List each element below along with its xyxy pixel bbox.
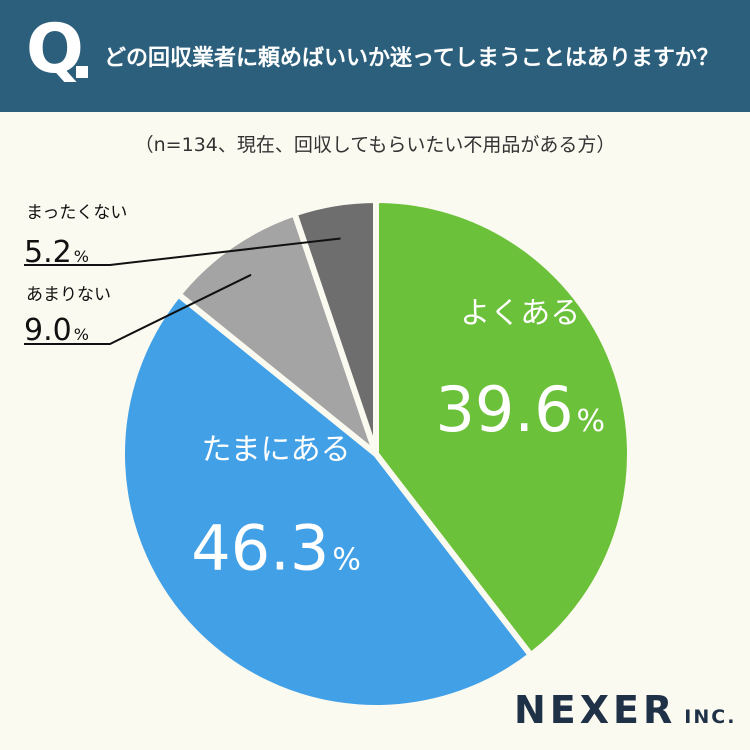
q-mark: Q	[26, 10, 84, 89]
outer-label-2: あまりない	[26, 285, 111, 305]
slice-label-0: よくある	[460, 296, 580, 331]
pie-slice-0	[373, 197, 633, 659]
leader-line-3	[24, 237, 341, 266]
chart-subtitle: （n=134、現在、回収してもらいたい不用品がある方）	[134, 134, 616, 156]
nexer-logo: NEXER INC.	[514, 688, 736, 732]
question-header: Q どの回収業者に頼めばいいか迷ってしまうことはありますか？	[0, 0, 750, 112]
slice-value-0: 39.6%	[435, 373, 605, 446]
logo-suffix: INC.	[684, 706, 737, 728]
pie-slice-2	[175, 210, 379, 457]
outer-label-3: まったくない	[26, 203, 127, 223]
leader-line-2	[24, 273, 252, 345]
outer-value-2: 9.0%	[24, 313, 89, 348]
slice-label-1: たまにある	[202, 433, 351, 468]
question-text: どの回収業者に頼めばいいか迷ってしまうことはありますか？	[104, 46, 719, 71]
logo-main: NEXER	[514, 688, 677, 732]
q-dot	[76, 66, 88, 78]
pie-slice-1	[119, 291, 534, 711]
pie-slice-3	[291, 197, 379, 457]
slice-value-1: 46.3%	[191, 512, 361, 585]
